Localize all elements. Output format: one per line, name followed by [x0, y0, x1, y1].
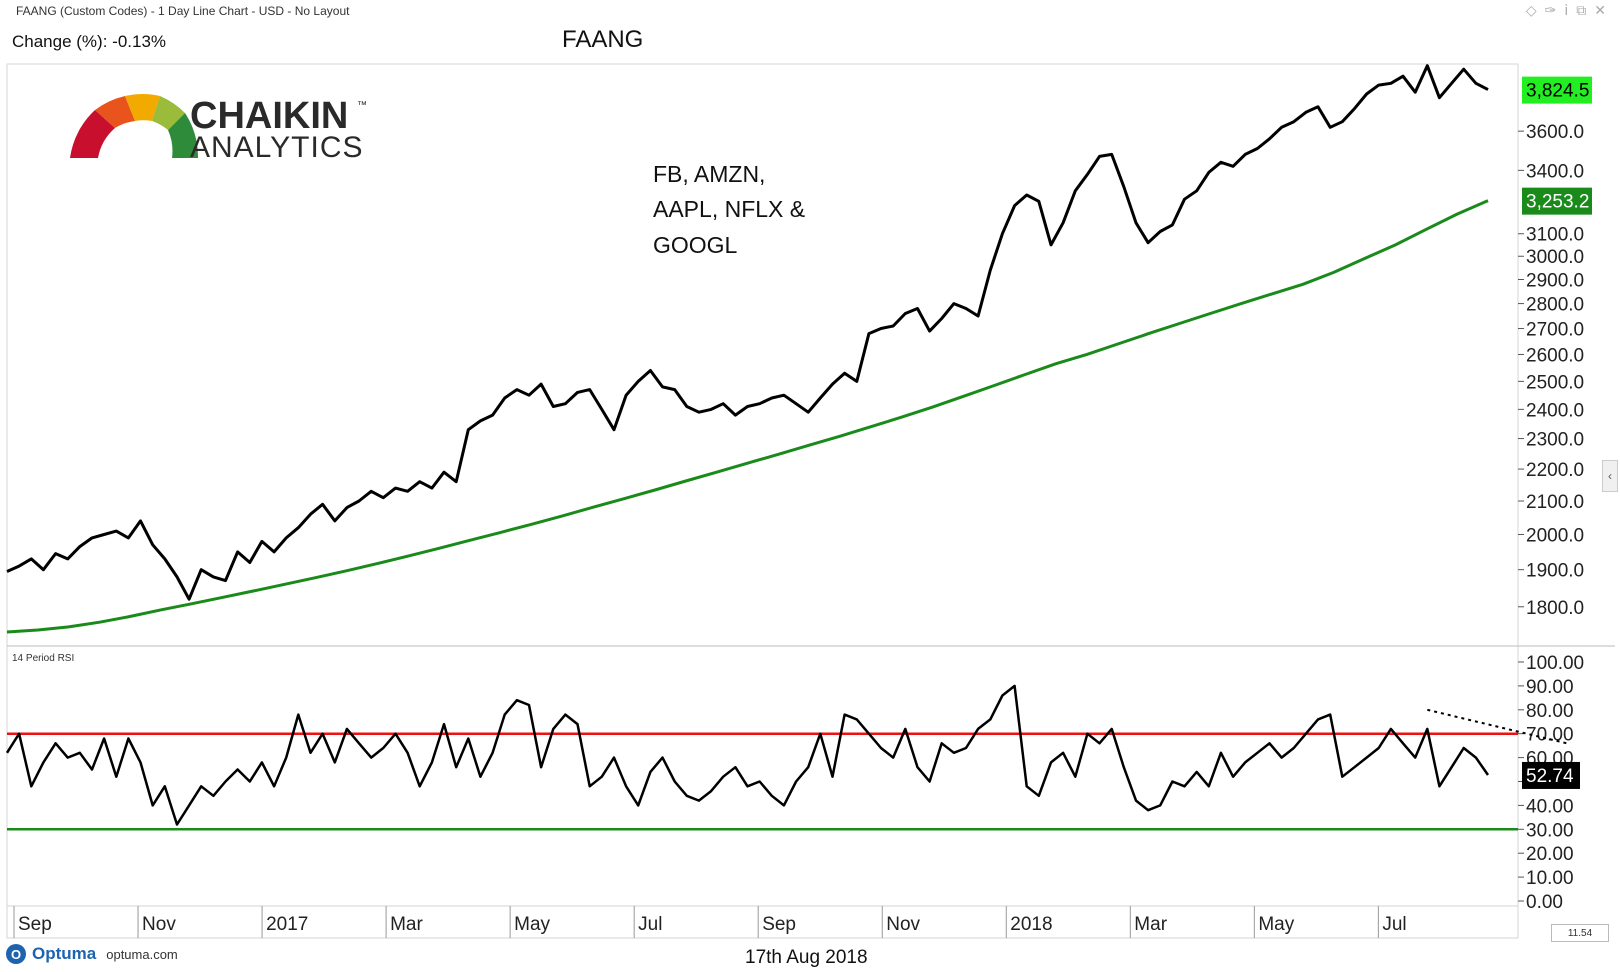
price-tick-label: 2000.0 [1526, 525, 1584, 546]
rsi-tick-label: 0.00 [1526, 892, 1563, 913]
last-value-box [1522, 76, 1592, 104]
time-axis-frame [6, 905, 1519, 939]
toolbar: ◇ ✑ ⅰ ⧉ ✕ [1526, 2, 1606, 19]
rsi-line [5, 684, 1490, 826]
rsi-tick-label: 70.00 [1526, 725, 1574, 746]
change-readout: Change (%): -0.13% [12, 32, 167, 51]
price-line [6, 64, 1489, 601]
rsi-series-layer: 52.74 [5, 684, 1580, 831]
time-tick-label: Jul [638, 914, 662, 935]
annotation-line3: GOOGL [653, 232, 738, 258]
info-icon[interactable]: ⅰ [1564, 2, 1569, 18]
time-tick-label: Nov [142, 914, 176, 935]
zoom-box[interactable]: 11.54 [1551, 924, 1609, 942]
price-tick-label: 2500.0 [1526, 372, 1584, 393]
footer-date: 17th Aug 2018 [745, 947, 868, 968]
logo-line1: CHAIKIN [190, 95, 348, 137]
last-value-label: 3,824.5 [1526, 81, 1589, 102]
price-tick-label: 2900.0 [1526, 271, 1584, 292]
diamond-icon[interactable]: ◇ [1525, 2, 1537, 18]
price-tick-label: 3600.0 [1526, 122, 1584, 143]
annotation-line2: AAPL, NFLX & [653, 196, 805, 222]
rsi-tick-label: 40.00 [1526, 796, 1574, 817]
time-tick-label: Sep [18, 914, 52, 935]
price-tick-label: 3100.0 [1526, 225, 1584, 246]
price-tick-label: 2300.0 [1526, 430, 1584, 451]
time-tick-label: Mar [1134, 914, 1167, 935]
optuma-brand: Optuma [32, 944, 97, 963]
price-tick-label: 3000.0 [1526, 247, 1584, 268]
rsi-tick-label: 80.00 [1526, 701, 1574, 722]
moving-average-line [6, 199, 1489, 634]
rsi-tick-label: 100.00 [1526, 653, 1584, 674]
rsi-trendline [1427, 708, 1567, 745]
rsi-tick-label: 30.00 [1526, 820, 1574, 841]
price-y-axis: 1800.0 1900.0 2000.0 2100.0 2200.0 2300.0 2400… [1518, 122, 1584, 619]
footer-brand: O Optuma optuma.com [6, 944, 178, 964]
time-tick-label: May [514, 914, 550, 935]
rsi-panel-title: 14 Period RSI [12, 653, 74, 664]
optuma-logo-icon: O [6, 944, 26, 964]
time-tick-label: May [1258, 914, 1294, 935]
time-x-axis: Sep Nov 2017 Mar May Jul Sep Nov 2018 Mar May Jul [13, 906, 1407, 938]
last-value-label: 3,253.2 [1526, 192, 1589, 213]
time-tick-label: Mar [390, 914, 423, 935]
chaikin-logo: CHAIKIN ™ ANALYTICS [70, 94, 367, 164]
pin-icon[interactable]: ✑ [1544, 2, 1557, 18]
time-tick-label: 2017 [266, 914, 308, 935]
window-title: FAANG (Custom Codes) - 1 Day Line Chart … [16, 4, 350, 18]
logo-line2: ANALYTICS [190, 131, 364, 164]
time-tick-label: Jul [1382, 914, 1406, 935]
rsi-tick-label: 90.00 [1526, 677, 1574, 698]
logo-gauge-orange [95, 96, 135, 128]
logo-gauge-yellow [125, 94, 160, 121]
chart-title: FAANG [562, 26, 644, 53]
rsi-tick-label: 20.00 [1526, 844, 1574, 865]
time-tick-label: Nov [886, 914, 920, 935]
close-icon[interactable]: ✕ [1594, 2, 1606, 18]
price-tick-label: 2600.0 [1526, 345, 1584, 366]
price-tick-label: 1800.0 [1526, 598, 1584, 619]
logo-gauge-lightgreen [152, 96, 185, 130]
rsi-last-value-box [1522, 761, 1580, 789]
price-tick-label: 1900.0 [1526, 561, 1584, 582]
rsi-tick-label: 10.00 [1526, 868, 1574, 889]
rsi-panel-frame [6, 645, 1519, 907]
last-value-box [1522, 187, 1592, 215]
logo-tm: ™ [357, 100, 367, 111]
scroll-left-arrow[interactable]: ‹ [1602, 460, 1618, 492]
logo-gauge-red [70, 110, 115, 158]
time-tick-label: 2018 [1010, 914, 1052, 935]
time-tick-label: Sep [762, 914, 796, 935]
price-tick-label: 2700.0 [1526, 320, 1584, 341]
price-tick-label: 2400.0 [1526, 400, 1584, 421]
restore-icon[interactable]: ⧉ [1576, 2, 1587, 18]
rsi-last-value-label: 52.74 [1526, 766, 1574, 787]
annotation-line1: FB, AMZN, [653, 161, 765, 187]
logo-gauge-green [168, 113, 199, 158]
optuma-site: optuma.com [106, 946, 178, 962]
price-tick-label: 2200.0 [1526, 460, 1584, 481]
price-tick-label: 3400.0 [1526, 161, 1584, 182]
price-tick-label: 2800.0 [1526, 295, 1584, 316]
price-series-layer: 3,824.5 3,253.2 [6, 64, 1592, 634]
price-tick-label: 2100.0 [1526, 492, 1584, 513]
